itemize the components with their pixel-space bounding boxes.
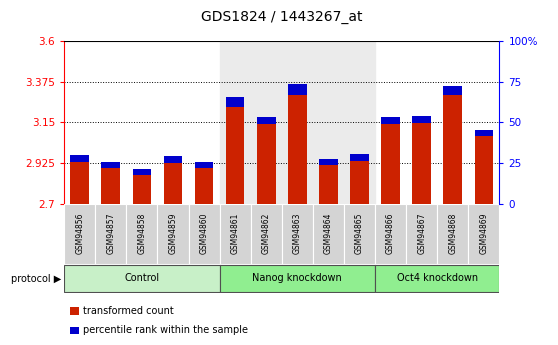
Bar [350,161,369,204]
Bar [350,154,369,161]
Bar [257,117,276,124]
Bar [257,124,276,204]
Bar [412,123,431,204]
Bar [313,204,344,264]
Bar [344,204,375,264]
Bar [189,204,220,264]
Text: GSM94860: GSM94860 [200,213,209,255]
Bar [375,204,406,264]
Text: GSM94868: GSM94868 [448,213,457,254]
Bar [163,163,182,204]
Text: GDS1824 / 1443267_at: GDS1824 / 1443267_at [201,10,363,24]
Bar [157,204,189,264]
Bar [319,165,338,204]
Bar [288,95,307,204]
Bar [282,204,313,264]
Text: GSM94858: GSM94858 [137,213,146,254]
Bar [70,155,89,162]
Bar [444,86,462,96]
Bar [64,204,95,264]
Bar [319,159,338,165]
Text: GSM94864: GSM94864 [324,213,333,255]
Bar [220,265,375,292]
Bar [195,168,213,204]
Bar [126,204,157,264]
Bar [64,265,220,292]
Text: GSM94869: GSM94869 [479,213,488,255]
Text: GSM94865: GSM94865 [355,213,364,255]
Text: transformed count: transformed count [83,306,174,316]
Bar [288,84,307,95]
Text: GSM94862: GSM94862 [262,213,271,254]
Text: Nanog knockdown: Nanog knockdown [252,273,342,283]
Text: GSM94867: GSM94867 [417,213,426,255]
Bar [468,204,499,264]
Bar [220,41,375,204]
Bar [133,175,151,204]
Bar [133,169,151,175]
Bar [412,116,431,123]
Bar [474,136,493,204]
Bar [220,204,251,264]
Bar [474,130,493,136]
Text: GSM94866: GSM94866 [386,213,395,255]
Bar [226,97,244,107]
Bar [195,162,213,168]
Bar [375,265,499,292]
Text: GSM94856: GSM94856 [75,213,84,255]
Text: GSM94857: GSM94857 [107,213,116,255]
Bar [102,168,120,204]
Text: percentile rank within the sample: percentile rank within the sample [83,325,248,335]
Bar [381,124,400,204]
Bar [95,204,126,264]
Text: GSM94859: GSM94859 [169,213,177,255]
Bar [251,204,282,264]
Text: GSM94863: GSM94863 [293,213,302,255]
Bar [226,107,244,204]
Bar [437,204,468,264]
Bar [102,162,120,168]
Bar [406,204,437,264]
Bar [70,162,89,204]
Bar [381,117,400,124]
Text: protocol ▶: protocol ▶ [11,274,61,284]
Text: Oct4 knockdown: Oct4 knockdown [397,273,478,283]
Text: Control: Control [124,273,160,283]
Text: GSM94861: GSM94861 [230,213,239,254]
Bar [163,156,182,163]
Bar [444,96,462,204]
